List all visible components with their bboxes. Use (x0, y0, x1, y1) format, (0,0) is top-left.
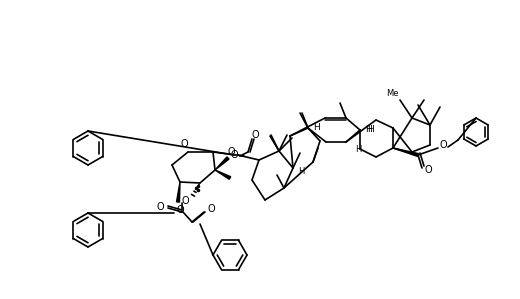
Polygon shape (215, 170, 231, 179)
Text: O: O (439, 140, 447, 150)
Text: H: H (313, 123, 319, 132)
Text: O: O (227, 147, 235, 157)
Text: H: H (355, 146, 361, 155)
Text: H: H (367, 126, 373, 135)
Text: O: O (424, 165, 432, 175)
Text: O: O (181, 196, 189, 206)
Text: O: O (156, 202, 164, 212)
Text: O: O (176, 205, 184, 215)
Polygon shape (176, 182, 180, 202)
Text: O: O (180, 139, 188, 149)
Polygon shape (215, 157, 229, 170)
Text: H: H (298, 167, 304, 176)
Text: Me: Me (386, 89, 398, 98)
Text: O: O (251, 130, 259, 140)
Polygon shape (393, 148, 419, 156)
Text: O: O (230, 150, 238, 160)
Text: H: H (366, 124, 372, 133)
Text: O: O (207, 204, 215, 214)
